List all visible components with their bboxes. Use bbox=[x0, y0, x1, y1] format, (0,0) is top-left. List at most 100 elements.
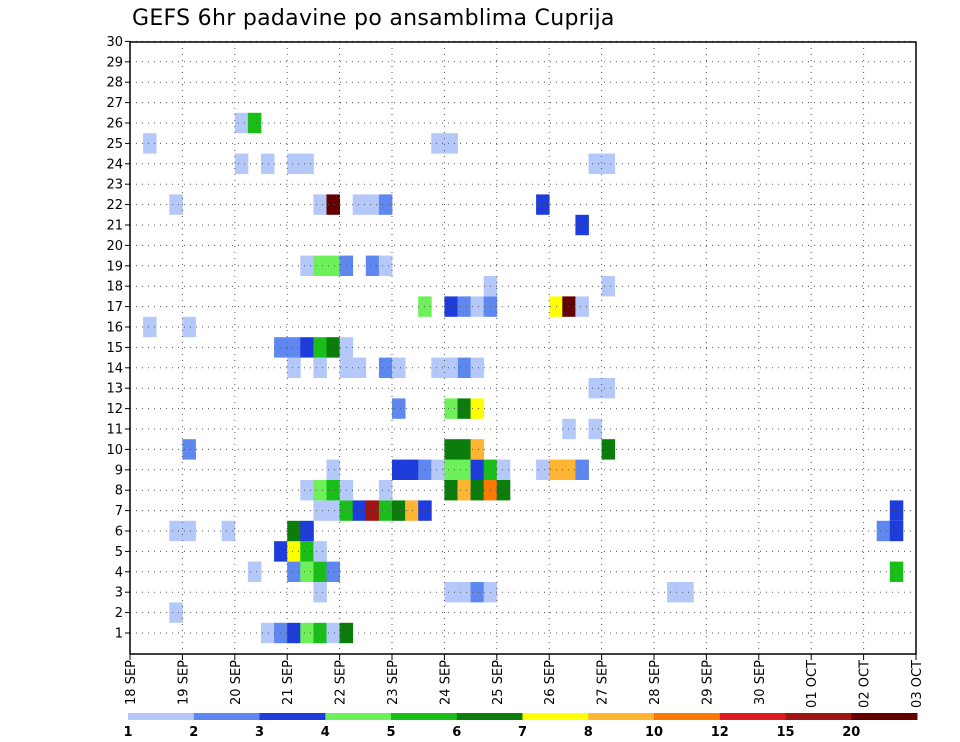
heatmap-cell bbox=[470, 398, 485, 419]
colorbar-tick-label: 15 bbox=[776, 725, 794, 740]
heatmap-cell bbox=[326, 561, 340, 582]
heatmap-cell bbox=[300, 520, 314, 542]
plot-frame bbox=[129, 41, 917, 655]
heatmap-cell bbox=[378, 500, 393, 521]
heatmap-cell bbox=[352, 357, 367, 378]
heatmap-cell bbox=[313, 582, 327, 603]
heatmap-cell bbox=[392, 500, 406, 521]
heatmap-cell bbox=[889, 561, 904, 582]
heatmap-cell bbox=[378, 357, 393, 378]
heatmap-cell bbox=[431, 357, 445, 378]
y-tick-label: 23 bbox=[106, 178, 123, 193]
heatmap-cell bbox=[300, 541, 314, 562]
colorbar-swatch bbox=[391, 713, 458, 720]
heatmap-cell bbox=[549, 459, 563, 480]
heatmap-cell bbox=[889, 500, 904, 521]
heatmap-cell bbox=[392, 357, 406, 378]
x-tick-label: 02 OCT bbox=[858, 660, 873, 708]
colorbar-tick-label: 1 bbox=[123, 725, 132, 740]
heatmap-cell bbox=[470, 459, 485, 480]
heatmap-cell bbox=[300, 153, 314, 174]
heatmap-cell bbox=[326, 500, 340, 521]
heatmap-cell bbox=[457, 296, 471, 317]
x-axis-ticks: 18 SEP 19 SEP 20 SEP 21 SEP 22 SEP 23 SEP 24 S… bbox=[124, 654, 925, 708]
heatmap-cell bbox=[234, 112, 249, 134]
heatmap-cell bbox=[326, 255, 340, 276]
x-tick-label: 03 OCT bbox=[910, 660, 925, 708]
colorbar-tick-label: 12 bbox=[711, 725, 729, 740]
heatmap-cell bbox=[444, 459, 458, 480]
colorbar-legend: 1 2 3 4 5 6 7 8 10 12 15 20 bbox=[123, 713, 918, 740]
colorbar-swatch bbox=[259, 713, 326, 720]
y-tick-label: 25 bbox=[106, 137, 123, 152]
heatmap-cell bbox=[365, 255, 380, 276]
heatmap-cell bbox=[496, 459, 511, 480]
heatmap-cell bbox=[287, 541, 301, 562]
y-tick-label: 4 bbox=[115, 565, 123, 580]
heatmap-cell bbox=[392, 398, 406, 419]
x-tick-label: 20 SEP bbox=[229, 660, 244, 705]
x-tick-label: 22 SEP bbox=[334, 660, 349, 705]
y-tick-label: 1 bbox=[115, 627, 123, 642]
colorbar-swatch bbox=[654, 713, 721, 720]
heatmap-cell bbox=[588, 153, 602, 174]
x-tick-label: 18 SEP bbox=[124, 660, 139, 705]
heatmap-cell bbox=[378, 480, 393, 501]
heatmap-cell bbox=[378, 255, 393, 276]
heatmap-cell bbox=[378, 194, 393, 215]
heatmap-cell bbox=[247, 561, 262, 582]
heatmap-cell bbox=[300, 480, 314, 501]
heatmap-cell bbox=[169, 602, 183, 623]
heatmap-cell bbox=[405, 459, 419, 480]
heatmap-cell bbox=[876, 520, 891, 542]
colorbar-tick-label: 5 bbox=[386, 725, 395, 740]
heatmap-cell bbox=[169, 194, 183, 215]
heatmap-cell bbox=[313, 500, 327, 521]
heatmap-cell bbox=[287, 622, 301, 644]
y-tick-label: 10 bbox=[106, 443, 123, 458]
heatmap-cell bbox=[313, 357, 327, 378]
x-tick-label: 27 SEP bbox=[596, 660, 611, 705]
heatmap-cell bbox=[601, 276, 616, 297]
colorbar-swatch bbox=[719, 713, 786, 720]
x-tick-label: 30 SEP bbox=[753, 660, 768, 705]
y-tick-label: 19 bbox=[106, 259, 123, 274]
heatmap-cell bbox=[457, 357, 471, 378]
heatmap-cell bbox=[588, 378, 602, 399]
heatmap-cell bbox=[680, 582, 694, 603]
heatmap-cell bbox=[143, 133, 157, 154]
heatmap-cell bbox=[470, 582, 485, 603]
colorbar-swatch bbox=[588, 713, 655, 720]
y-tick-label: 5 bbox=[115, 545, 123, 560]
heatmap-cell bbox=[300, 337, 314, 358]
heatmap-cell bbox=[536, 459, 550, 480]
heatmap-cell bbox=[287, 357, 301, 378]
heatmap-cell bbox=[287, 520, 301, 542]
heatmap-cell bbox=[313, 541, 327, 562]
y-tick-label: 11 bbox=[106, 423, 123, 438]
heatmap-cell bbox=[313, 480, 327, 501]
y-tick-label: 3 bbox=[115, 586, 123, 601]
y-tick-label: 21 bbox=[106, 219, 123, 234]
heatmap-cell bbox=[313, 561, 327, 582]
heatmap-cell bbox=[313, 337, 327, 358]
heatmap-cell bbox=[300, 622, 314, 644]
x-tick-label: 25 SEP bbox=[491, 660, 506, 705]
colorbar-swatch bbox=[456, 713, 523, 720]
heatmap-cell bbox=[601, 378, 616, 399]
heatmap-cell bbox=[182, 439, 196, 460]
heatmap-cell bbox=[287, 561, 301, 582]
y-tick-label: 8 bbox=[115, 484, 123, 499]
heatmap-cell bbox=[352, 194, 367, 215]
y-tick-label: 7 bbox=[115, 504, 123, 519]
heatmap-cell bbox=[221, 520, 236, 542]
heatmap-cell bbox=[326, 337, 340, 358]
y-tick-label: 22 bbox=[106, 198, 123, 213]
heatmap-cell bbox=[352, 500, 367, 521]
heatmap-cell bbox=[470, 480, 485, 501]
x-tick-label: 19 SEP bbox=[176, 660, 191, 705]
heatmap-cell bbox=[536, 194, 550, 215]
heatmap-cell bbox=[365, 500, 380, 521]
grid-lines bbox=[130, 40, 916, 654]
